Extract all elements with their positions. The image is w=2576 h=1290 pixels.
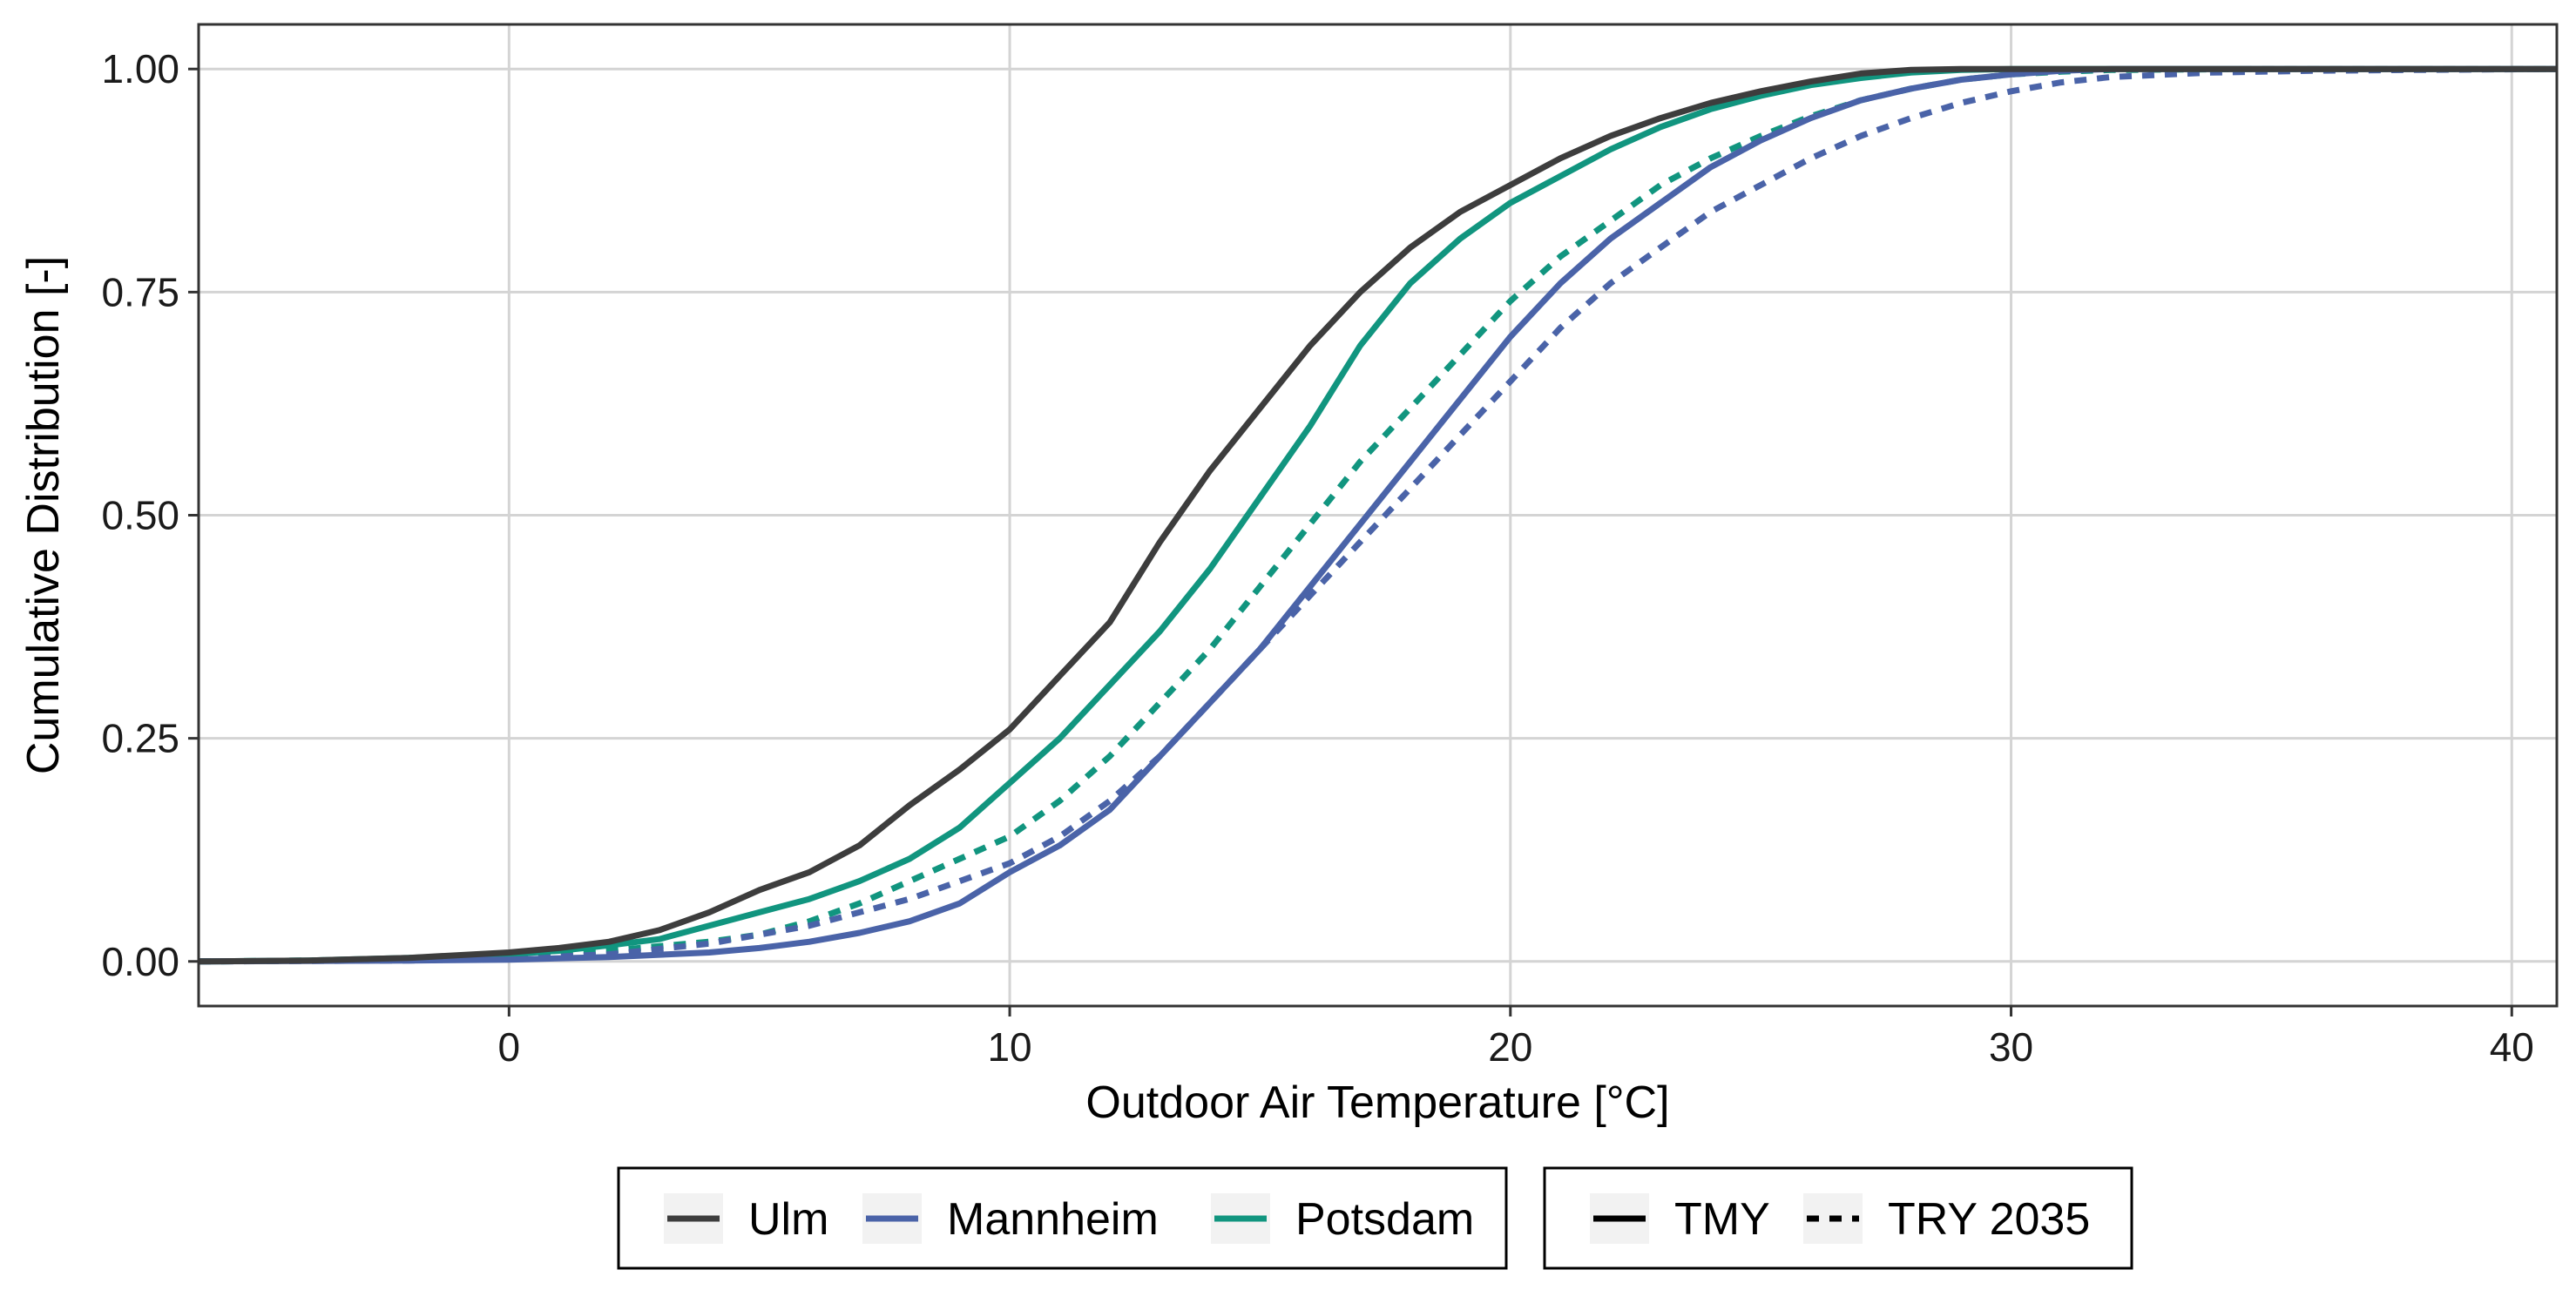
y-axis: 0.00 0.25 0.50 0.75 1.00	[101, 46, 199, 984]
legend-label-ulm: Ulm	[748, 1194, 828, 1245]
y-axis-title: Cumulative Distribution [-]	[18, 256, 69, 774]
legend-label-mannheim: Mannheim	[947, 1194, 1159, 1245]
series-layer	[198, 65, 2558, 965]
legend-location-box	[617, 1166, 1508, 1270]
x-tick-label: 40	[2490, 1024, 2534, 1070]
y-tick-label: 0.50	[101, 493, 179, 538]
x-tick-label: 30	[1989, 1024, 2033, 1070]
x-tick-label: 20	[1488, 1024, 1532, 1070]
legend-label-tmy: TMY	[1674, 1194, 1770, 1245]
series-line-ulm-tmy	[198, 65, 2557, 965]
x-axis-title: Outdoor Air Temperature [°C]	[1085, 1077, 1669, 1128]
legend-label-try-2035: TRY 2035	[1888, 1194, 2090, 1245]
y-tick-label: 0.75	[101, 269, 179, 314]
series-line-mannheim-try-2035	[198, 65, 2558, 965]
x-tick-label: 10	[987, 1024, 1031, 1070]
legend-dataset: TMY TRY 2035	[1543, 1166, 2133, 1270]
legend-label-potsdam: Potsdam	[1295, 1194, 1474, 1245]
series-line-potsdam-tmy	[198, 65, 2557, 965]
y-tick-label: 0.25	[101, 716, 179, 761]
y-tick-label: 1.00	[101, 46, 179, 91]
x-axis: 0 10 20 30 40	[498, 1006, 2534, 1070]
series-line-mannheim-tmy	[198, 65, 2557, 965]
y-tick-label: 0.00	[101, 939, 179, 984]
x-tick-label: 0	[498, 1024, 521, 1070]
legend-location: Ulm Mannheim Potsdam	[617, 1166, 1508, 1270]
